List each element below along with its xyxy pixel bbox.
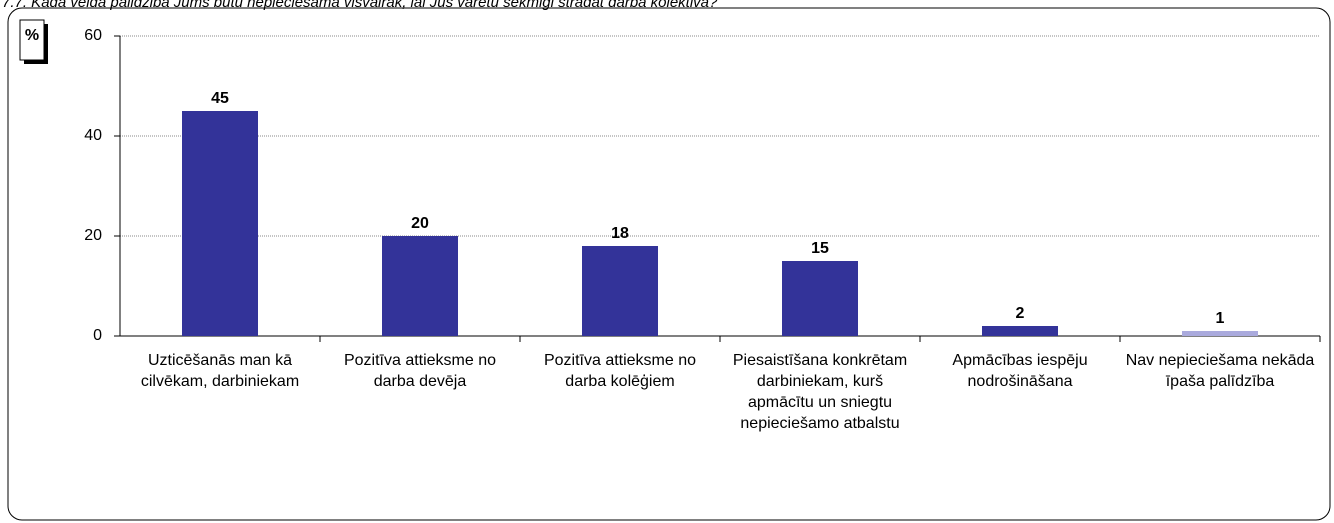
bar [982, 326, 1058, 336]
bar [182, 111, 258, 336]
bar [382, 236, 458, 336]
x-tick-label: Pozitīva attieksme no darba kolēģiem [543, 352, 697, 390]
frame [7, 7, 1331, 521]
value-label: 1 [1216, 310, 1225, 327]
x-tick-label: Nav nepieciešama nekāda īpaša palīdzība [1125, 352, 1315, 390]
y-tick-label: 0 [93, 327, 102, 344]
value-label: 18 [611, 225, 629, 242]
bar [582, 246, 658, 336]
y-tick-label: 60 [84, 27, 102, 44]
value-label: 45 [211, 90, 229, 107]
value-label: 2 [1016, 305, 1025, 322]
chart-title: 7.7. Kāda veida palīdzība Jums būtu nepi… [2, 0, 718, 11]
value-label: 20 [411, 215, 429, 232]
label-box [19, 19, 45, 61]
value-label: 15 [811, 240, 829, 257]
y-tick-label: 20 [84, 227, 102, 244]
bar [782, 261, 858, 336]
x-tick-label: Piesaistīšana konkrētam darbiniekam, kur… [732, 352, 908, 432]
x-tick-label: Pozitīva attieksme no darba devēja [343, 352, 497, 390]
x-tick-label: Apmācības iespēju nodrošināšana [952, 352, 1088, 390]
bar [1182, 331, 1258, 336]
y-tick-label: 40 [84, 127, 102, 144]
x-tick-label: Uzticēšanās man kā cilvēkam, darbiniekam [140, 352, 300, 390]
y-axis-label: % [25, 27, 39, 44]
